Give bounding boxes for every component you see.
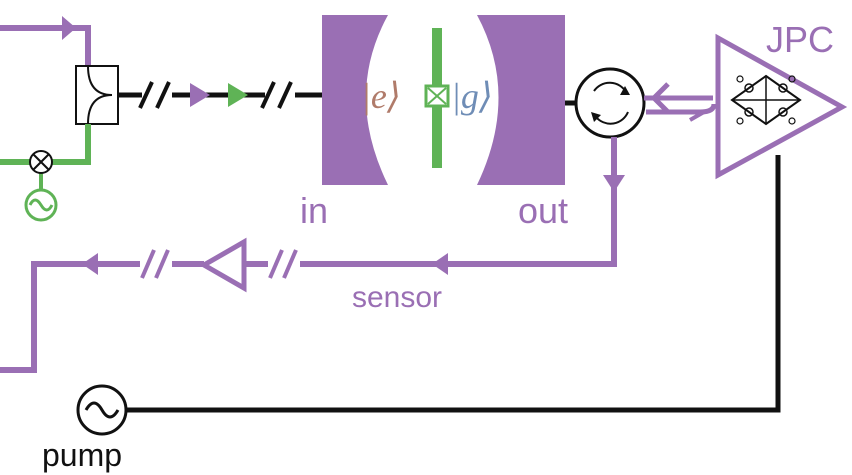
pump-label: pump [42,437,122,473]
qubit [424,28,450,168]
sensor-left-arrow [432,253,448,275]
input-arrow [62,16,76,40]
sensor-label: sensor [352,281,442,314]
line-break-mark [268,249,284,279]
out-label: out [518,190,568,231]
sensor-left-arrow [82,253,98,275]
circulator-icon [574,67,646,139]
circulator-jpc-link [644,82,717,122]
line-break-mark [138,81,154,109]
cavity-input-line [118,81,322,109]
purple-signal-arrow [190,83,210,107]
line-break-mark [155,81,171,109]
green-signal-arrow [228,83,248,107]
line-break-mark [282,249,298,279]
directional-coupler-icon [75,65,119,125]
in-label: in [300,190,328,231]
cavity-mirror-right [477,15,565,185]
state-e-label: |e⟩ [361,76,401,116]
mixer-icon [29,150,53,174]
pump-line [126,155,781,413]
jpc-label: JPC [766,19,834,60]
line-break-mark [140,249,156,279]
line-break-mark [260,81,276,109]
sensor-line [0,137,625,373]
input-line [0,16,91,85]
cavity: |e⟩ |g⟩ [322,15,565,185]
hemt-amplifier-icon [198,237,247,293]
cavity-mirror-left [322,15,388,185]
line-break-mark [277,81,293,109]
state-g-label: |g⟩ [451,76,493,116]
drive-line [0,124,91,190]
jpc-bridge-icon [730,74,802,126]
pump-source-icon [76,384,128,436]
jpc-amplifier-icon [715,33,848,180]
line-break-mark [154,249,170,279]
sensor-down-arrow [603,175,625,192]
drive-source-icon [24,188,58,222]
josephson-junction-icon [424,84,450,108]
